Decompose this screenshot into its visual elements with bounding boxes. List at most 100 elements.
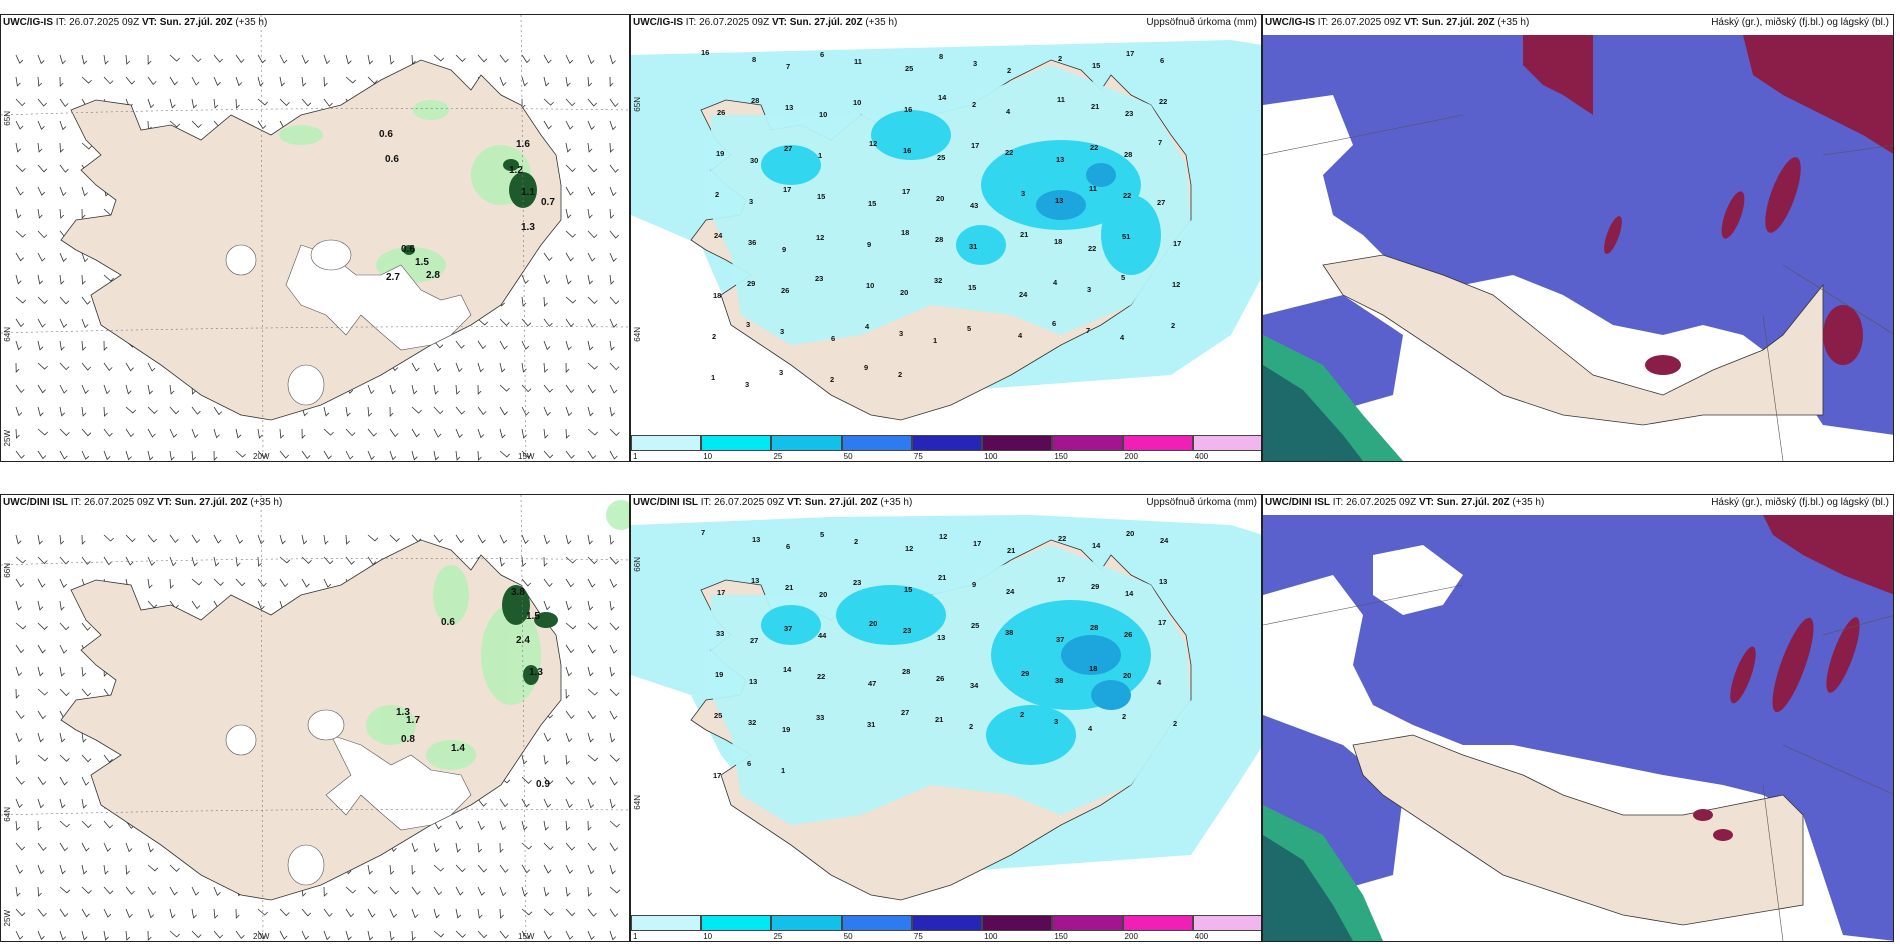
- wind-value-label: 1.1: [521, 187, 535, 198]
- wind-barb: [587, 76, 593, 87]
- wind-barb: [301, 534, 308, 545]
- wind-barb: [345, 534, 350, 545]
- colorbar-swatch: [982, 915, 1053, 931]
- wind-barb: [565, 318, 575, 328]
- wind-barb: [521, 274, 529, 285]
- wind-barb: [37, 820, 42, 831]
- precip-value-label: 3: [780, 327, 784, 336]
- precip-value-label: 7: [786, 62, 790, 71]
- wind-barb: [499, 54, 509, 63]
- wind-barb: [37, 688, 48, 696]
- wind-value-label: 1.7: [406, 715, 420, 726]
- wind-barb: [235, 450, 246, 458]
- wind-barb: [191, 600, 201, 610]
- wind-barb: [587, 666, 594, 677]
- wind-barb: [169, 578, 174, 589]
- wind-barb: [477, 534, 486, 544]
- wind-barb: [521, 450, 532, 458]
- wind-barb: [257, 578, 267, 587]
- precip-value-label: 20: [1123, 671, 1131, 680]
- wind-barb: [235, 578, 246, 587]
- wind-barb: [543, 864, 552, 874]
- wind-barb: [587, 296, 598, 304]
- colorbar-swatch: [911, 915, 983, 931]
- precip-value-label: 43: [970, 201, 978, 210]
- wind-barb: [125, 930, 131, 941]
- wind-barb: [191, 556, 198, 567]
- wind-barb: [323, 428, 334, 436]
- wind-barb: [81, 930, 88, 941]
- colorbar-tick: 25: [773, 452, 783, 461]
- precip-value-label: 11: [1089, 184, 1097, 193]
- wind-barb: [543, 362, 549, 373]
- wind-barb: [191, 534, 201, 544]
- precip-value-label: 28: [902, 667, 910, 676]
- precip-value-label: 2: [898, 370, 902, 379]
- precip-value-label: 26: [781, 286, 789, 295]
- iceland-land: [1322, 254, 1824, 426]
- precip-value-label: 19: [716, 149, 724, 158]
- wind-barb: [103, 754, 113, 763]
- wind-barb: [587, 252, 596, 262]
- precip-value-label: 6: [786, 542, 790, 551]
- precip-value-label: 27: [750, 636, 758, 645]
- precip-value-label: 22: [1058, 534, 1066, 543]
- colorbar-swatch: [1122, 915, 1193, 931]
- wind-barb: [81, 406, 87, 417]
- wind-barb: [521, 340, 530, 350]
- wind-barb: [609, 556, 620, 565]
- wind-barb: [565, 820, 571, 831]
- wind-barb: [257, 534, 265, 545]
- precip-value-label: 6: [831, 334, 835, 343]
- wind-barb: [609, 732, 616, 743]
- wind-barb: [257, 930, 267, 940]
- wind-barb: [389, 930, 395, 941]
- wind-barb: [81, 296, 91, 305]
- wind-barb: [587, 930, 595, 941]
- precip-value-label: 37: [1056, 635, 1064, 644]
- wind-barb: [543, 732, 551, 742]
- wind-barb: [587, 406, 594, 417]
- wind-barb: [433, 886, 443, 896]
- wind-barb: [565, 120, 574, 130]
- wind-barb: [433, 406, 444, 415]
- high-cloud-patches: [1693, 515, 1893, 841]
- wind-barb: [103, 556, 113, 566]
- wind-barb: [543, 450, 554, 459]
- precip-value-label: 20: [1126, 529, 1134, 538]
- wind-barb: [587, 54, 595, 65]
- wind-barb: [15, 186, 24, 196]
- wind-barb: [59, 164, 69, 173]
- low-cloud-field: [1263, 515, 1893, 941]
- wind-barb: [169, 534, 179, 543]
- precip-values: 1687611258322151762628131010161424112123…: [701, 48, 1181, 389]
- wind-barb: [609, 776, 618, 786]
- wind-barb: [565, 622, 577, 630]
- wind-barb: [59, 186, 67, 197]
- wind-barb: [609, 600, 615, 611]
- wind-barb: [411, 384, 418, 395]
- precip-value-label: 23: [1125, 109, 1133, 118]
- cloud-map: [1263, 515, 1893, 941]
- wind-barb: [367, 76, 378, 84]
- wind-map: 0.6 3.8 1.5 2.4 1.3 1.3 0.8 1.7 1.4 0.9: [1, 495, 629, 941]
- precip-value-label: 7: [1086, 326, 1090, 335]
- wind-barb: [499, 76, 507, 87]
- colorbar: 1 10 25 50 75 100 150 200 400: [631, 915, 1261, 941]
- wind-barb: [455, 930, 466, 938]
- wind-barb: [587, 98, 597, 107]
- wind-barb: [15, 556, 26, 564]
- precip-value-label: 9: [782, 245, 786, 254]
- wind-barb: [279, 98, 290, 106]
- precip-value-label: 7: [701, 528, 705, 537]
- wind-barb: [433, 820, 442, 830]
- wind-barb: [411, 362, 420, 372]
- wind-barb: [521, 930, 531, 940]
- colorbar-tick: 10: [703, 452, 713, 461]
- wind-barb: [455, 534, 465, 544]
- wind-barb: [609, 120, 617, 131]
- iceland-land: [1352, 734, 1804, 926]
- wind-barb: [125, 362, 134, 372]
- wind-barb: [37, 274, 43, 285]
- precip-value-label: 13: [1056, 155, 1064, 164]
